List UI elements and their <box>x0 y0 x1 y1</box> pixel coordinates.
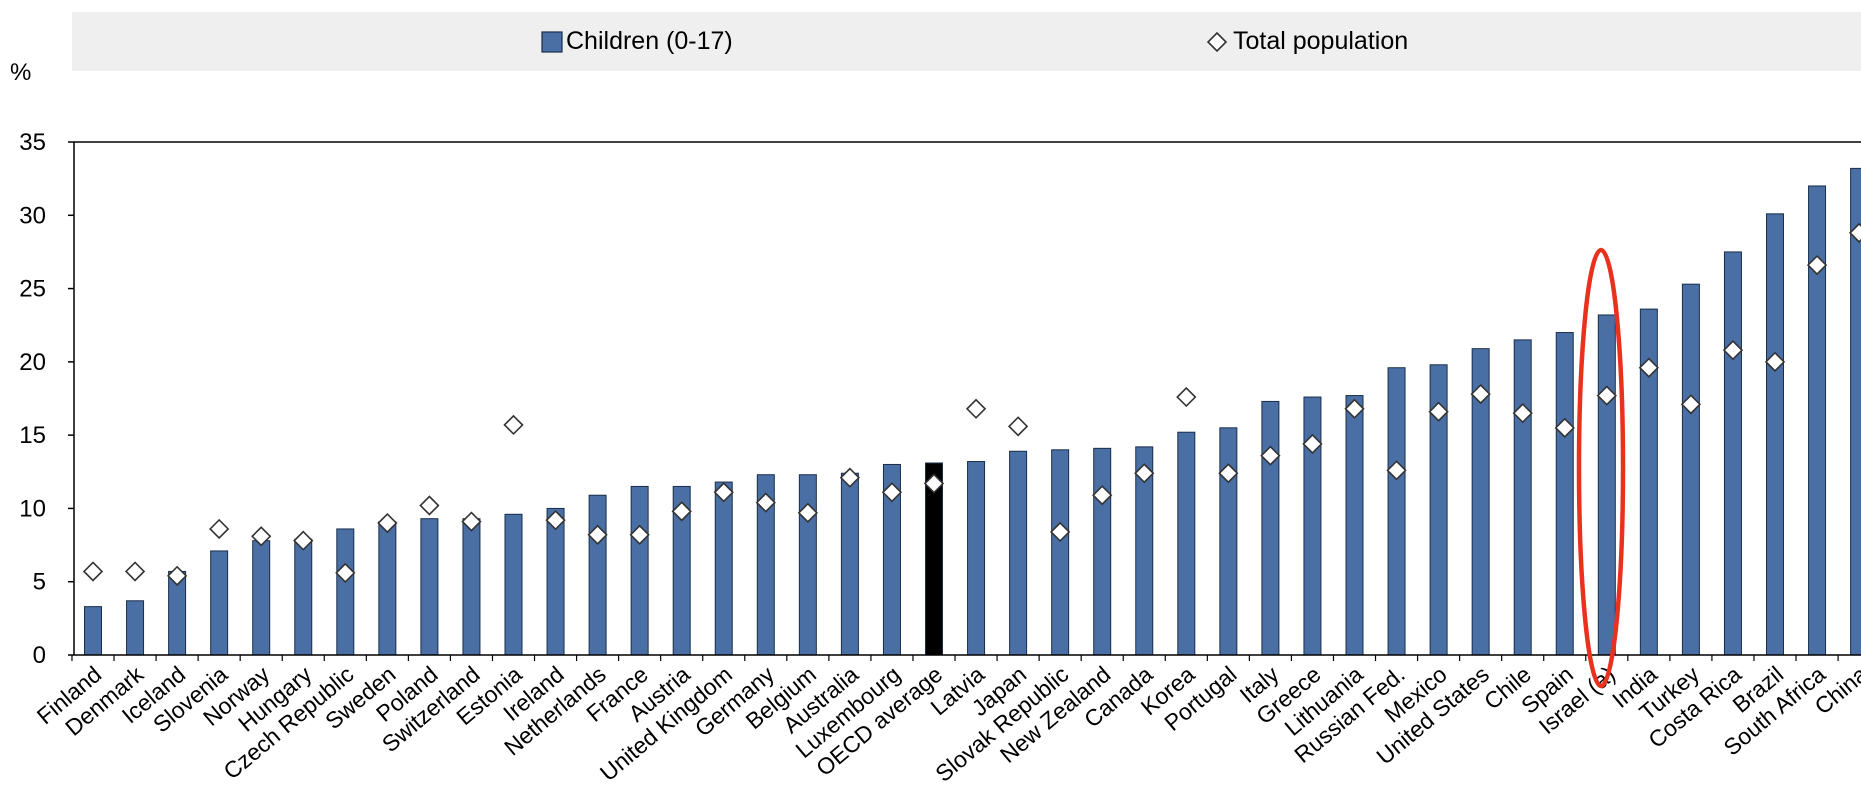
legend-label-children: Children (0-17) <box>566 27 733 55</box>
y-tick-label: 0 <box>33 642 46 669</box>
diamond-italy <box>1260 445 1281 466</box>
diamond-iceland <box>166 565 188 586</box>
diamond-costa-rica <box>1722 339 1744 361</box>
y-tick-label: 5 <box>33 569 46 596</box>
legend: Children (0-17) Total population <box>541 27 1408 55</box>
bar-hungary <box>294 538 313 656</box>
diamond-portugal <box>1218 463 1239 484</box>
bar-france <box>630 485 649 656</box>
bar-spain <box>1555 332 1574 656</box>
bar-japan <box>1009 450 1028 656</box>
diamond-slovak-republic <box>1050 521 1071 543</box>
y-tick-label: 25 <box>19 276 46 303</box>
bar-switzerland <box>462 518 481 656</box>
diamond-netherlands <box>587 524 608 545</box>
bar-costa-rica <box>1723 251 1742 656</box>
diamond-switzerland <box>461 511 482 532</box>
diamond-brazil <box>1764 351 1786 372</box>
diamond-united-kingdom <box>713 482 734 503</box>
legend-background <box>72 12 1861 71</box>
diamond-united-states <box>1470 383 1491 405</box>
bar-poland <box>420 518 439 656</box>
diamond-france <box>629 524 650 545</box>
y-tick-label: 15 <box>19 422 46 449</box>
diamond-china <box>1848 222 1861 244</box>
y-tick-label: 35 <box>19 129 46 156</box>
diamond-norway <box>251 526 272 547</box>
diamond-russian-fed <box>1386 460 1407 481</box>
bar-chile <box>1513 339 1532 656</box>
diamond-lithuania <box>1344 398 1365 419</box>
bar-italy <box>1261 400 1280 656</box>
y-tick-label: 20 <box>19 349 46 376</box>
bar-latvia <box>967 461 986 656</box>
diamond-oecd-average <box>923 473 945 494</box>
bar-korea <box>1177 431 1196 656</box>
highlight-ellipse <box>1576 247 1626 689</box>
bar-new-zealand <box>1093 447 1112 656</box>
diamond-south-africa <box>1806 254 1828 276</box>
bar-brazil <box>1766 213 1784 656</box>
diamond-hungary <box>293 530 314 551</box>
bar-slovak-republic <box>1051 449 1070 656</box>
bar-denmark <box>126 600 145 656</box>
bar-sweden <box>378 521 397 656</box>
bar-russian-fed <box>1387 367 1406 656</box>
bar-finland <box>84 606 102 656</box>
y-tick-label: 10 <box>19 495 46 522</box>
bar-lithuania <box>1345 395 1364 656</box>
bar-israel-a <box>1597 314 1616 656</box>
diamond-poland <box>419 495 440 516</box>
bar-ireland <box>546 507 565 656</box>
diamond-greece <box>1302 433 1323 455</box>
bar-belgium <box>798 474 817 656</box>
diamond-slovenia <box>209 518 230 540</box>
diamond-sweden <box>377 512 398 534</box>
y-tick-label: 30 <box>19 202 46 229</box>
legend-bar-swatch <box>541 31 563 53</box>
bar-czech-republic <box>336 528 355 656</box>
diamond-finland <box>82 561 104 582</box>
bar-united-kingdom <box>714 481 733 656</box>
diamond-latvia <box>965 398 987 419</box>
bar-estonia <box>504 513 523 656</box>
legend-diamond-icon <box>1206 31 1228 53</box>
diamond-czech-republic <box>335 562 356 584</box>
diamond-korea <box>1176 386 1197 408</box>
diamond-series <box>82 222 1861 586</box>
diamond-india <box>1638 357 1659 378</box>
y-axis-unit-label: % <box>10 59 31 86</box>
diamond-canada <box>1134 463 1155 484</box>
x-axis-labels: FinlandDenmarkIcelandSloveniaNorwayHunga… <box>32 655 1861 787</box>
bar-slovenia <box>210 550 229 656</box>
diamond-austria <box>671 501 692 522</box>
diamond-israel-a <box>1596 385 1617 406</box>
diamond-denmark <box>124 561 146 582</box>
diamond-turkey <box>1680 394 1702 415</box>
diamond-mexico <box>1428 401 1449 422</box>
bar-turkey <box>1681 283 1700 656</box>
bar-portugal <box>1219 427 1238 656</box>
diamond-australia <box>839 467 861 488</box>
diamond-japan <box>1007 416 1029 437</box>
diamond-germany <box>755 492 776 513</box>
diamond-new-zealand <box>1092 485 1113 506</box>
diamond-spain <box>1554 417 1575 438</box>
diamond-estonia <box>503 414 524 436</box>
legend-label-total: Total population <box>1233 27 1408 55</box>
diamond-belgium <box>797 502 818 523</box>
bar-netherlands <box>588 494 607 656</box>
bar-series <box>84 167 1861 656</box>
y-axis: 0 5 10 15 20 25 30 35 <box>19 129 74 669</box>
bar-australia <box>840 472 859 656</box>
diamond-ireland <box>545 510 566 531</box>
diamond-luxembourg <box>881 482 903 503</box>
bar-norway <box>252 540 271 656</box>
diamond-chile <box>1512 403 1533 424</box>
